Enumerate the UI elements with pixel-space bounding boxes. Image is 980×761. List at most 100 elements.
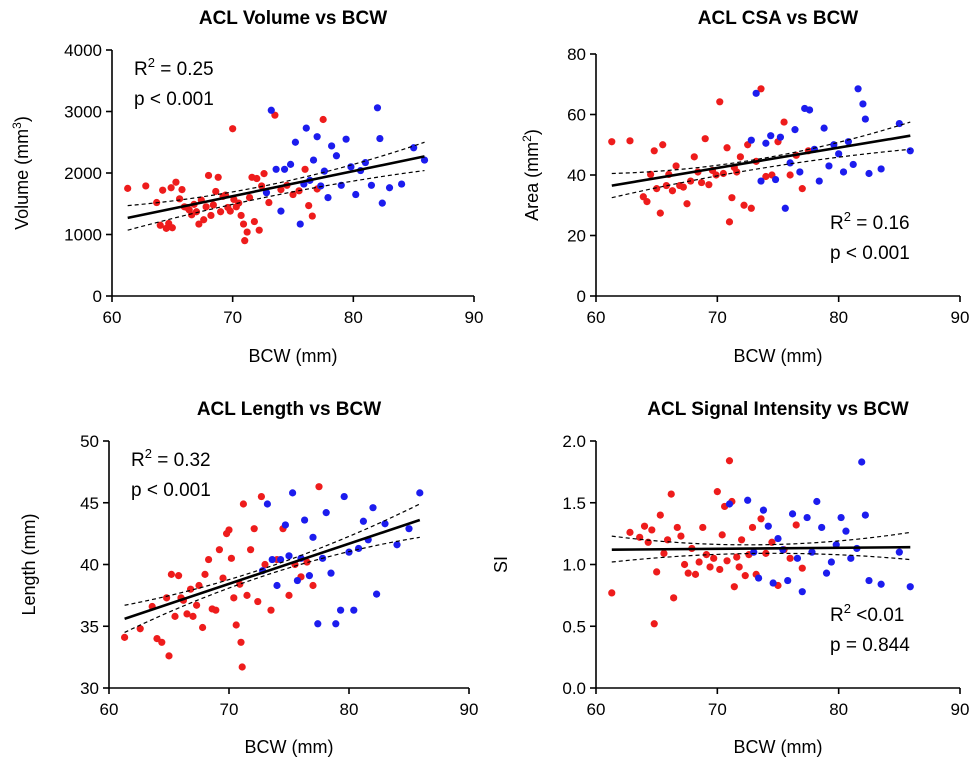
data-point-blue — [906, 147, 914, 155]
y-tick-label: 20 — [567, 227, 586, 246]
data-point-red — [243, 591, 251, 599]
x-tick-label: 60 — [587, 700, 606, 719]
y-tick-label: 40 — [80, 556, 99, 575]
data-point-blue — [835, 150, 843, 158]
y-tick-label: 1.5 — [562, 494, 586, 513]
data-point-blue — [849, 160, 857, 169]
data-point-blue — [280, 165, 289, 173]
x-axis-label: BCW (mm) — [245, 737, 334, 757]
data-point-blue — [771, 175, 780, 184]
data-point-red — [725, 457, 734, 465]
data-point-red — [205, 555, 213, 564]
data-point-red — [193, 601, 201, 609]
data-point-red — [308, 212, 316, 220]
data-point-blue — [844, 138, 852, 146]
data-point-red — [608, 138, 616, 146]
data-point-red — [204, 171, 213, 180]
chart-panel: ACL Signal Intensity vs BCW 60 70 80 90 0.0 0.… — [491, 399, 969, 757]
data-point-blue — [837, 513, 845, 522]
data-point-blue — [262, 189, 271, 197]
data-point-red — [659, 141, 667, 149]
data-point-red — [757, 85, 765, 93]
data-point-blue — [291, 138, 300, 146]
data-point-red — [243, 228, 251, 236]
data-point-red — [215, 546, 223, 554]
x-tick-label: 90 — [460, 700, 479, 719]
data-point-red — [239, 220, 248, 228]
data-point-red — [660, 549, 668, 557]
data-point-blue — [861, 511, 869, 519]
data-point-blue — [805, 106, 814, 114]
data-point-red — [230, 594, 238, 602]
data-point-blue — [340, 492, 348, 501]
y-axis-label: Area (mm2) — [520, 129, 542, 221]
data-point-blue — [757, 177, 765, 185]
y-tick-label: 35 — [80, 617, 99, 636]
data-point-blue — [289, 489, 297, 497]
data-point-red — [673, 523, 681, 532]
data-point-red — [199, 623, 207, 632]
data-point-red — [647, 170, 655, 178]
y-tick-label: 1000 — [64, 226, 102, 245]
data-point-red — [226, 207, 234, 215]
data-point-red — [730, 583, 738, 591]
data-point-red — [738, 536, 746, 544]
data-point-red — [699, 523, 707, 532]
y-tick-label: 50 — [80, 432, 99, 451]
data-point-red — [667, 490, 675, 498]
data-point-red — [255, 226, 263, 234]
data-point-red — [786, 554, 794, 562]
data-point-red — [209, 201, 217, 209]
data-point-red — [201, 570, 209, 578]
data-point-blue — [815, 177, 823, 185]
chart-panel: ACL Volume vs BCW 60 70 80 90 0 1000 2000 3000 40… — [10, 8, 483, 366]
x-tick-label: 60 — [587, 308, 606, 327]
data-point-red — [650, 147, 658, 155]
data-point-red — [257, 492, 265, 501]
data-point-blue — [309, 533, 317, 541]
data-point-red — [225, 526, 233, 534]
data-point-blue — [347, 163, 355, 171]
r-squared-text: R2 = 0.25 — [134, 55, 214, 80]
data-point-blue — [309, 156, 318, 164]
data-point-red — [136, 625, 144, 633]
x-tick-label: 80 — [829, 308, 848, 327]
y-tick-label: 2000 — [64, 164, 102, 183]
data-point-red — [207, 211, 215, 220]
data-point-blue — [420, 156, 429, 164]
data-point-red — [643, 198, 651, 206]
data-point-red — [167, 184, 175, 192]
data-point-red — [265, 198, 273, 207]
data-point-red — [124, 184, 132, 192]
data-point-red — [241, 237, 249, 245]
data-point-red — [165, 652, 173, 660]
p-value-text: p < 0.001 — [131, 480, 211, 501]
data-point-red — [261, 560, 269, 569]
data-point-blue — [273, 581, 281, 590]
data-point-red — [716, 565, 724, 574]
data-point-blue — [854, 85, 862, 93]
data-point-blue — [877, 165, 885, 173]
data-point-red — [718, 531, 726, 539]
data-point-blue — [398, 180, 406, 188]
data-point-blue — [277, 207, 285, 215]
ci-lower-line — [124, 536, 420, 633]
data-point-blue — [877, 580, 885, 588]
data-point-blue — [759, 506, 768, 514]
data-point-red — [267, 606, 275, 614]
data-point-blue — [818, 523, 826, 532]
data-point-blue — [793, 554, 802, 562]
data-point-blue — [301, 516, 309, 524]
data-point-blue — [744, 496, 752, 504]
p-value-text: p = 0.844 — [830, 635, 910, 656]
data-point-red — [219, 574, 227, 582]
data-point-red — [159, 186, 167, 194]
y-tick-label: 3000 — [64, 103, 102, 122]
data-point-red — [740, 201, 748, 209]
data-point-blue — [296, 220, 304, 228]
data-point-blue — [752, 89, 760, 97]
data-point-blue — [813, 497, 821, 506]
data-point-red — [303, 558, 311, 566]
data-point-red — [309, 581, 317, 590]
data-point-red — [171, 612, 179, 620]
